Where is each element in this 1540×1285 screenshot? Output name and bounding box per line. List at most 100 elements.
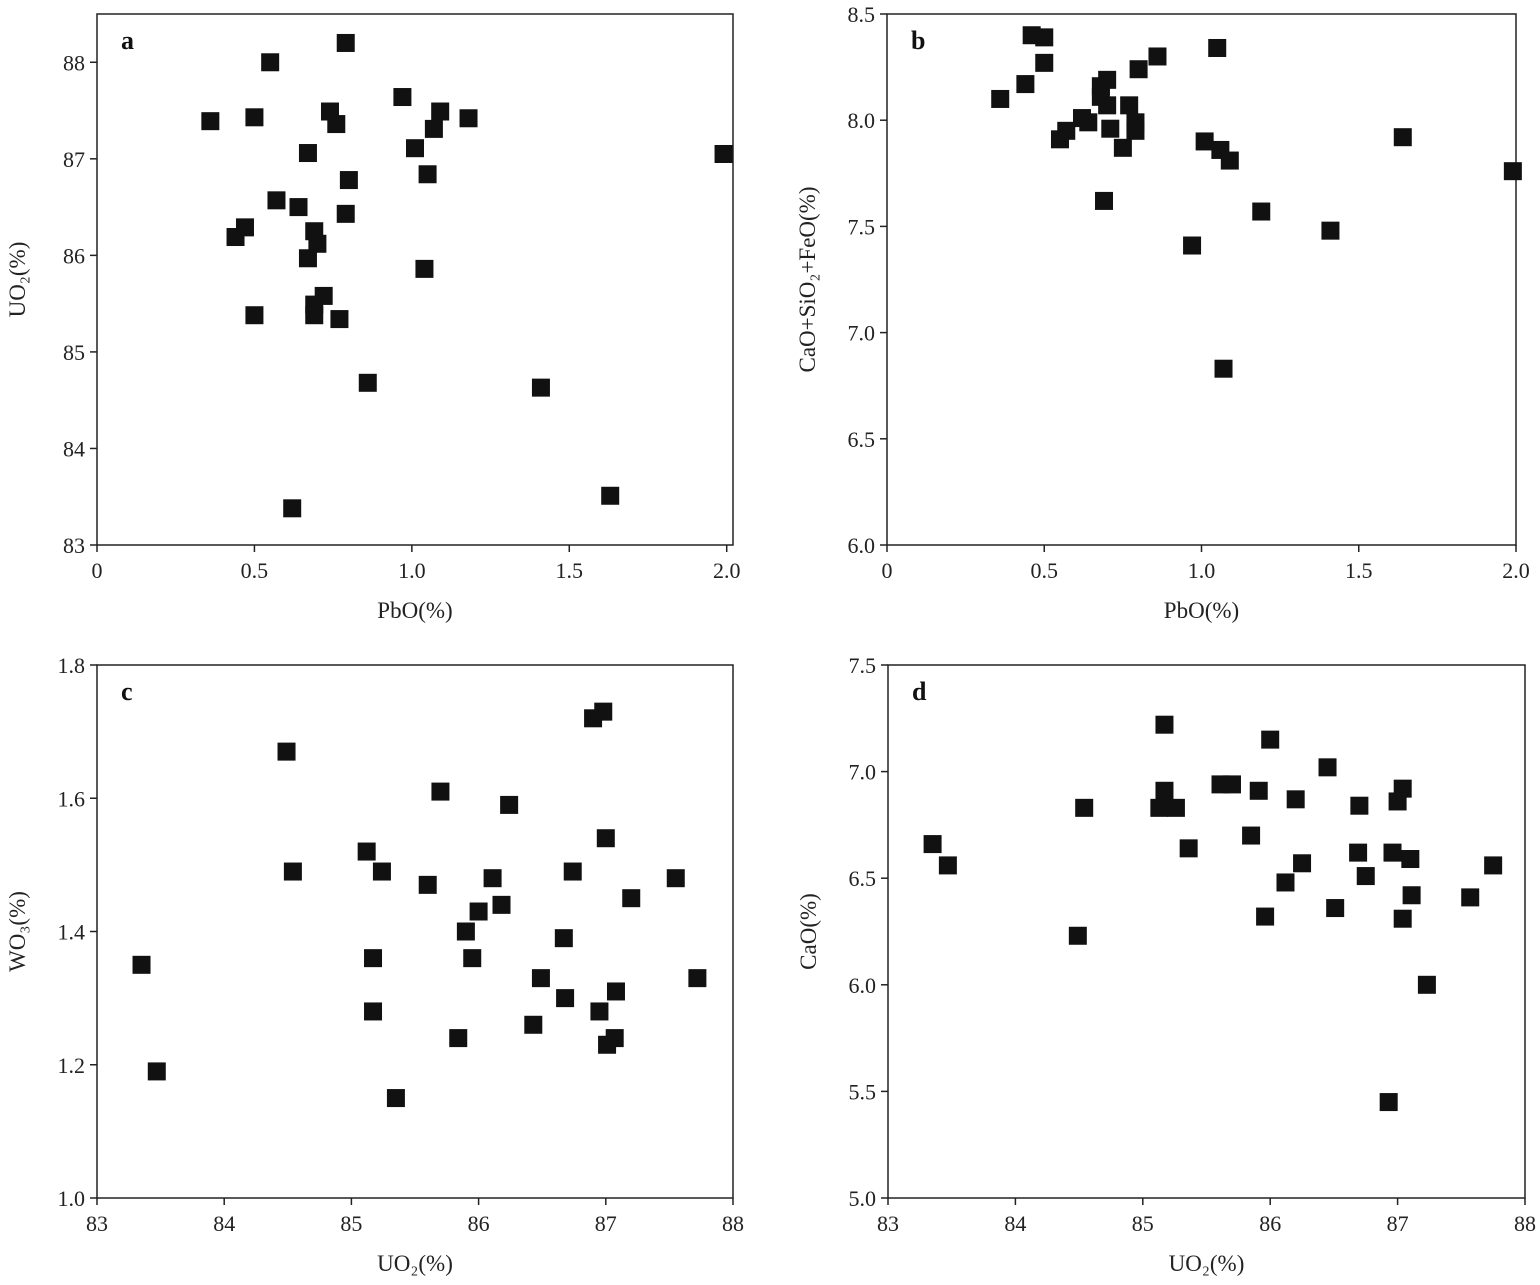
x-tick-label: 2.0 bbox=[713, 558, 741, 583]
data-point bbox=[1126, 121, 1145, 140]
data-point bbox=[1401, 850, 1420, 869]
data-point bbox=[1050, 130, 1069, 149]
data-point bbox=[431, 102, 450, 121]
data-point bbox=[1350, 796, 1369, 815]
y-tick-label: 7.5 bbox=[849, 653, 877, 678]
data-point bbox=[1016, 75, 1035, 94]
x-tick-label: 0.5 bbox=[241, 558, 269, 583]
data-point bbox=[201, 112, 220, 131]
x-tick-label: 1.0 bbox=[1188, 558, 1216, 583]
y-tick-label: 1.4 bbox=[58, 920, 86, 945]
x-tick-label: 88 bbox=[1514, 1211, 1536, 1236]
data-point bbox=[601, 486, 620, 505]
x-axis-label: PbO(%) bbox=[377, 598, 452, 623]
data-point bbox=[1503, 162, 1522, 181]
data-point bbox=[1286, 790, 1305, 809]
data-point bbox=[1326, 899, 1345, 918]
y-tick-label: 7.0 bbox=[849, 760, 877, 785]
data-point bbox=[418, 875, 437, 894]
data-point bbox=[1393, 128, 1412, 147]
data-point bbox=[364, 949, 383, 968]
data-point bbox=[305, 306, 324, 325]
data-point bbox=[1035, 53, 1054, 72]
y-tick-label: 1.6 bbox=[58, 786, 86, 811]
y-axis-label: CaO(%) bbox=[796, 893, 821, 970]
panel-label: d bbox=[912, 677, 927, 706]
x-tick-label: 88 bbox=[722, 1211, 744, 1236]
data-point bbox=[556, 989, 575, 1008]
data-point bbox=[245, 108, 264, 127]
data-point bbox=[1461, 888, 1480, 907]
y-axis-label: UO₂(%) bbox=[5, 242, 30, 318]
data-point bbox=[1417, 975, 1436, 994]
x-tick-label: 85 bbox=[340, 1211, 362, 1236]
data-point bbox=[358, 373, 377, 392]
panel-c: 83 84 85 86 87 88 1.0 1.2 1.4 1.6 1.8 UO₂(%) WO₃(%) c bbox=[5, 653, 744, 1276]
data-point bbox=[1179, 839, 1198, 858]
x-tick-label: 0.5 bbox=[1031, 558, 1059, 583]
y-tick-label: 1.0 bbox=[58, 1186, 86, 1211]
x-tick-label: 2.0 bbox=[1502, 558, 1530, 583]
y-tick-label: 84 bbox=[63, 436, 85, 461]
data-point bbox=[418, 165, 437, 184]
x-tick-label: 1.5 bbox=[1345, 558, 1373, 583]
data-point bbox=[336, 33, 355, 52]
plot-frame bbox=[96, 664, 734, 1199]
data-point bbox=[714, 144, 733, 163]
data-point bbox=[245, 306, 264, 325]
data-point bbox=[594, 702, 613, 721]
data-point bbox=[289, 198, 308, 217]
y-tick-label: 83 bbox=[63, 533, 85, 558]
y-tick-label: 6.0 bbox=[848, 533, 876, 558]
data-point bbox=[1120, 96, 1139, 115]
data-point bbox=[1095, 191, 1114, 210]
data-point bbox=[554, 929, 573, 948]
data-point bbox=[1183, 236, 1202, 255]
data-point bbox=[666, 869, 685, 888]
y-tick-label: 86 bbox=[63, 243, 85, 268]
y-tick-label: 6.0 bbox=[849, 973, 877, 998]
data-point bbox=[298, 144, 317, 163]
data-point bbox=[483, 869, 502, 888]
data-point bbox=[393, 88, 412, 107]
data-point bbox=[1349, 843, 1368, 862]
data-point bbox=[459, 109, 478, 128]
y-tick-label: 85 bbox=[63, 340, 85, 365]
data-point bbox=[1321, 221, 1340, 240]
x-tick-label: 85 bbox=[1132, 1211, 1154, 1236]
data-point bbox=[1242, 826, 1261, 845]
panel-d: 83 84 85 86 87 88 5.0 5.5 6.0 6.5 7.0 7.5 UO₂(%) CaO(… bbox=[796, 653, 1536, 1276]
data-point bbox=[524, 1015, 543, 1034]
data-point bbox=[261, 53, 280, 72]
data-point bbox=[415, 259, 434, 278]
data-point bbox=[1148, 47, 1167, 66]
x-tick-label: 83 bbox=[86, 1211, 108, 1236]
data-point bbox=[277, 742, 296, 761]
x-tick-label: 84 bbox=[213, 1211, 235, 1236]
x-tick-label: 87 bbox=[1387, 1211, 1409, 1236]
data-point bbox=[622, 889, 641, 908]
y-tick-label: 5.0 bbox=[849, 1186, 877, 1211]
data-point bbox=[596, 829, 615, 848]
data-point bbox=[1356, 867, 1375, 886]
x-tick-label: 0 bbox=[882, 558, 893, 583]
y-tick-label: 7.0 bbox=[848, 321, 876, 346]
data-point bbox=[298, 249, 317, 268]
y-tick-label: 1.2 bbox=[58, 1053, 86, 1078]
data-point bbox=[1072, 109, 1091, 128]
data-point bbox=[463, 949, 482, 968]
data-point bbox=[1155, 715, 1174, 734]
data-point bbox=[449, 1029, 468, 1048]
data-point bbox=[1075, 798, 1094, 817]
data-point bbox=[431, 782, 450, 801]
data-point bbox=[1208, 38, 1227, 57]
data-point bbox=[336, 204, 355, 223]
y-tick-label: 6.5 bbox=[849, 866, 877, 891]
y-tick-label: 1.8 bbox=[58, 653, 86, 678]
data-point bbox=[364, 1002, 383, 1021]
data-point bbox=[1155, 781, 1174, 800]
data-point bbox=[1388, 792, 1407, 811]
data-point bbox=[1383, 843, 1402, 862]
plot-frame bbox=[96, 13, 734, 546]
data-point bbox=[283, 499, 302, 518]
